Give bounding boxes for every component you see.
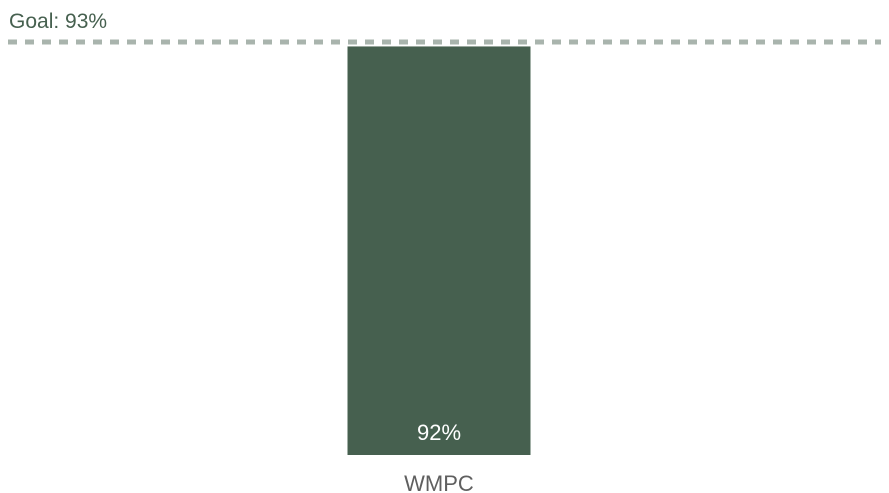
bars-group [347,46,531,456]
bar-value-label: 92% [417,420,461,445]
category-label: WMPC [404,471,474,493]
bar-wmpc [347,46,531,456]
bar-labels-group: 92% [417,420,461,445]
goal-label: Goal: 93% [9,10,107,33]
category-labels-group: WMPC [404,471,474,493]
